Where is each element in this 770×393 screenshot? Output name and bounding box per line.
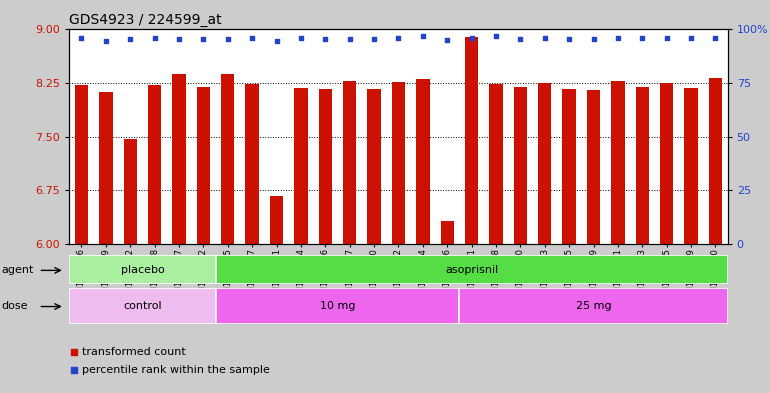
Bar (708, 78, 722, 244)
Text: agent: agent (2, 264, 34, 275)
Bar (440, 221, 454, 244)
Text: percentile rank within the sample: percentile rank within the sample (82, 365, 270, 375)
Point (222, 36, 234, 42)
Bar (587, 90, 601, 244)
Bar (69, 255, 216, 284)
Text: asoprisnil: asoprisnil (445, 264, 498, 275)
Point (709, 35, 721, 41)
Text: GDS4923 / 224599_at: GDS4923 / 224599_at (69, 13, 222, 27)
Point (246, 35, 259, 41)
Bar (367, 89, 381, 244)
Bar (172, 74, 186, 244)
Bar (685, 88, 698, 244)
Bar (635, 86, 649, 244)
Point (490, 33, 502, 39)
Point (197, 36, 209, 42)
Text: transformed count: transformed count (82, 347, 186, 357)
Bar (514, 86, 527, 244)
Point (75, 35, 88, 41)
Point (295, 35, 307, 41)
Bar (489, 84, 503, 244)
Bar (611, 81, 624, 244)
Bar (123, 139, 137, 244)
Point (343, 36, 356, 42)
Bar (294, 88, 308, 244)
Bar (416, 79, 430, 244)
Bar (216, 255, 728, 284)
Point (588, 36, 600, 42)
Point (417, 33, 429, 39)
Point (563, 36, 575, 42)
Point (465, 35, 477, 41)
Text: control: control (123, 301, 162, 311)
Bar (221, 74, 235, 244)
Bar (562, 89, 576, 244)
Point (636, 35, 648, 41)
Point (685, 35, 698, 41)
Bar (148, 85, 162, 244)
Bar (69, 288, 216, 324)
Bar (660, 83, 674, 244)
Point (368, 36, 380, 42)
Point (124, 36, 136, 42)
Bar (196, 86, 210, 244)
Bar (538, 83, 551, 244)
Point (68, 349, 80, 355)
Point (514, 36, 527, 42)
Text: 10 mg: 10 mg (320, 301, 355, 311)
Point (68, 366, 80, 373)
Point (149, 35, 161, 41)
Text: dose: dose (2, 301, 28, 311)
Bar (216, 288, 460, 324)
Point (100, 38, 112, 44)
Point (539, 35, 551, 41)
Bar (246, 84, 259, 244)
Bar (270, 196, 283, 244)
Text: 25 mg: 25 mg (576, 301, 611, 311)
Bar (465, 37, 478, 244)
Bar (319, 89, 332, 244)
Point (611, 35, 624, 41)
Bar (343, 81, 357, 244)
Bar (99, 92, 112, 244)
Point (661, 35, 673, 41)
Point (441, 37, 454, 43)
Point (393, 35, 405, 41)
Bar (460, 288, 728, 324)
Point (172, 36, 185, 42)
Point (270, 38, 283, 44)
Point (319, 36, 331, 42)
Bar (75, 85, 89, 244)
Bar (392, 82, 405, 244)
Text: placebo: placebo (121, 264, 164, 275)
